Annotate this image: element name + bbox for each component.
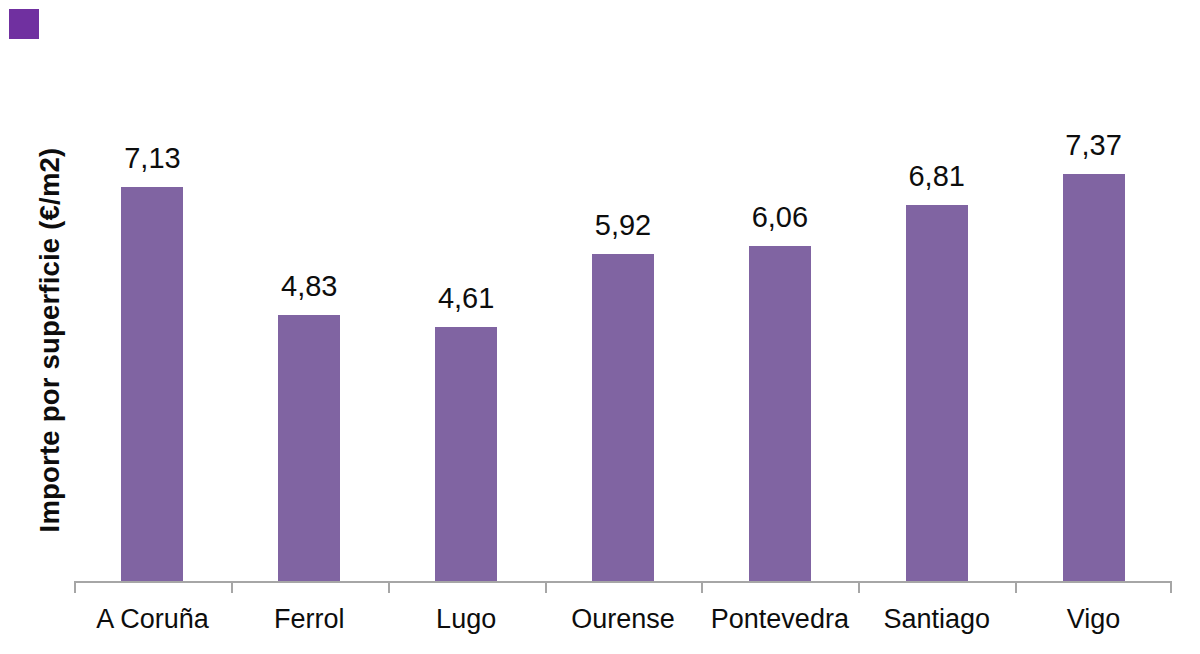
- category-label: Ourense: [545, 603, 702, 636]
- x-axis-tick: [858, 581, 860, 593]
- bar-value-label: 5,92: [595, 208, 651, 242]
- bar-slot: 4,83: [231, 100, 388, 582]
- bar-value-label: 6,06: [752, 200, 808, 234]
- bar-slot: 4,61: [388, 100, 545, 582]
- category-label: Vigo: [1015, 603, 1172, 636]
- category-label: A Coruña: [74, 603, 231, 636]
- bar: [592, 254, 654, 582]
- bar-value-label: 7,13: [124, 141, 180, 175]
- bar-slot: 7,37: [1015, 100, 1172, 582]
- bar-value-label: 4,61: [438, 281, 494, 315]
- plot-area: 7,13 4,83 4,61 5,92 6,06 6,81 7,37: [74, 100, 1172, 582]
- x-axis-tick: [1015, 581, 1017, 593]
- y-axis-title: Importe por superficie (€/m2): [34, 148, 66, 533]
- x-axis: [74, 581, 1172, 594]
- bar-value-label: 6,81: [908, 159, 964, 193]
- x-axis-tick: [231, 581, 233, 593]
- category-label: Pontevedra: [701, 603, 858, 636]
- bar-slot: 6,06: [701, 100, 858, 582]
- bar-slot: 6,81: [858, 100, 1015, 582]
- category-label: Ferrol: [231, 603, 388, 636]
- bar: [121, 187, 183, 582]
- x-axis-tick: [545, 581, 547, 593]
- x-axis-tick: [701, 581, 703, 593]
- bar: [1063, 174, 1125, 582]
- bar-value-label: 4,83: [281, 269, 337, 303]
- x-axis-tick: [388, 581, 390, 593]
- bar: [906, 205, 968, 582]
- category-label: Lugo: [388, 603, 545, 636]
- bar-slot: 5,92: [545, 100, 702, 582]
- bar: [278, 315, 340, 582]
- corner-accent-square: [9, 9, 39, 39]
- bar-chart: Importe por superficie (€/m2) 7,13 4,83 4,…: [0, 0, 1200, 654]
- category-label: Santiago: [858, 603, 1015, 636]
- x-axis-labels: A CoruñaFerrolLugoOurensePontevedraSanti…: [74, 603, 1172, 636]
- bar-slot: 7,13: [74, 100, 231, 582]
- bar: [749, 246, 811, 582]
- x-axis-line: [74, 581, 1172, 583]
- bar-value-label: 7,37: [1065, 128, 1121, 162]
- x-axis-tick: [1170, 581, 1172, 593]
- x-axis-tick: [74, 581, 76, 593]
- bar: [435, 327, 497, 582]
